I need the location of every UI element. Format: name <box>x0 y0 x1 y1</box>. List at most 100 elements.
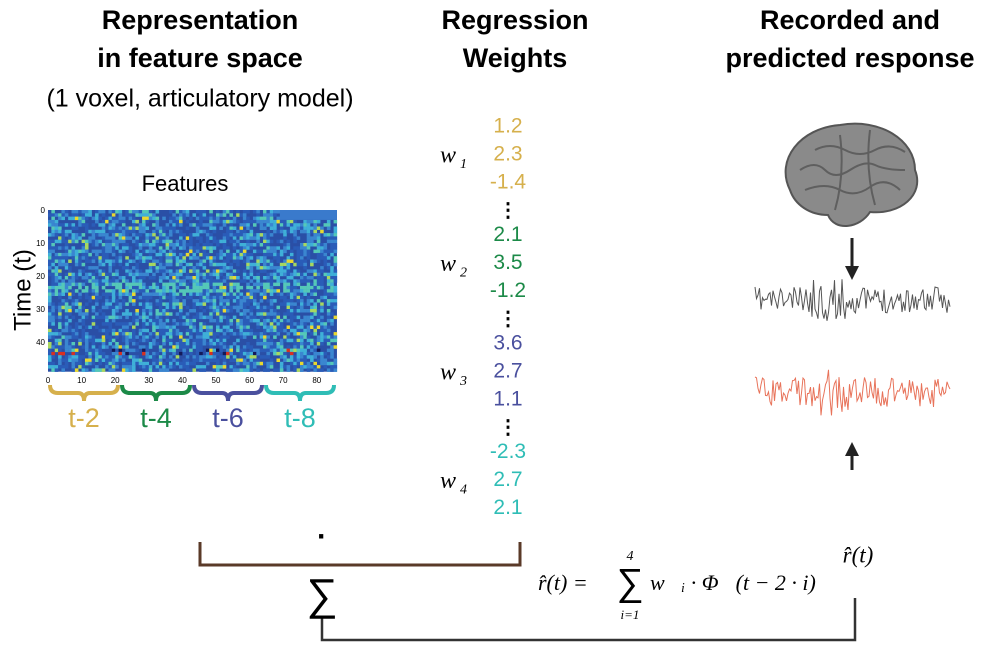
heatmap-cell <box>74 282 79 287</box>
heatmap-cell <box>108 226 113 230</box>
heatmap-cell <box>101 229 106 234</box>
heatmap-cell <box>148 302 153 306</box>
heatmap-cell <box>155 302 160 306</box>
heatmap-cell <box>145 289 149 293</box>
heatmap-cell <box>142 210 146 214</box>
heatmap-cell <box>229 213 233 217</box>
heatmap-cell <box>48 246 52 250</box>
heatmap-cell <box>306 328 311 333</box>
heatmap-cell <box>212 365 217 369</box>
heatmap-cell <box>142 332 146 336</box>
heatmap-cell <box>330 272 334 277</box>
x-tick-label: 20 <box>111 376 120 385</box>
heatmap-cell <box>68 345 72 349</box>
heatmap-cell <box>249 243 254 247</box>
heatmap-cell <box>175 269 180 273</box>
heatmap-cell <box>132 219 136 224</box>
heatmap-cell <box>263 269 267 273</box>
heatmap-cell <box>212 295 217 300</box>
heatmap-cell <box>202 216 207 221</box>
heatmap-cell <box>179 345 183 349</box>
heatmap-cell <box>276 239 281 244</box>
heatmap-cell <box>128 269 133 273</box>
heatmap-cell <box>283 262 287 267</box>
heatmap-cell <box>128 226 133 230</box>
heatmap-cell <box>61 345 65 349</box>
heatmap-cell <box>256 210 260 214</box>
heatmap-cell <box>212 216 217 221</box>
heatmap-cell <box>118 259 123 263</box>
heatmap-cell <box>239 226 244 230</box>
heatmap-cell <box>313 355 317 359</box>
heatmap-cell <box>320 358 324 362</box>
heatmap-cell <box>175 361 180 366</box>
heatmap-cell <box>71 342 76 346</box>
heatmap-cell <box>61 239 65 244</box>
heatmap-cell <box>296 279 301 283</box>
heatmap-cell <box>286 259 291 263</box>
heatmap-cell <box>142 295 146 300</box>
heatmap-cell <box>279 361 284 366</box>
heatmap-cell <box>105 279 109 283</box>
heatmap-cell <box>95 266 99 270</box>
heatmap-cell <box>81 246 86 250</box>
heatmap-cell <box>212 299 217 303</box>
heatmap-cell <box>320 322 324 326</box>
heatmap-cell <box>61 210 65 214</box>
heatmap-cell <box>256 325 260 329</box>
heatmap-cell <box>239 299 244 303</box>
heatmap-cell <box>118 249 123 254</box>
heatmap-cell <box>155 219 160 224</box>
heatmap-cell <box>202 292 207 296</box>
heatmap-cell <box>296 269 301 273</box>
heatmap-cell <box>101 315 106 320</box>
heatmap-cell <box>306 368 311 372</box>
heatmap-cell <box>333 338 338 343</box>
heatmap-cell <box>320 282 324 287</box>
heatmap-cell <box>158 246 163 250</box>
heatmap-cell <box>252 358 257 362</box>
heatmap-cell <box>179 262 183 267</box>
heatmap-cell <box>212 226 217 230</box>
heatmap-cell <box>179 266 183 270</box>
heatmap-cell <box>289 295 294 300</box>
heatmap-cell <box>172 249 176 254</box>
heatmap-cell <box>81 335 86 339</box>
heatmap-cell <box>229 345 233 349</box>
heatmap-cell <box>333 302 338 306</box>
heatmap-cell <box>105 216 109 221</box>
heatmap-cell <box>306 279 311 283</box>
heatmap-cell <box>300 246 304 250</box>
heatmap-cell <box>185 345 190 349</box>
heatmap-cell <box>202 262 207 267</box>
heatmap-cell <box>283 236 287 240</box>
heatmap-cell <box>158 318 163 323</box>
heatmap-cell <box>182 239 186 244</box>
heatmap-cell <box>61 368 65 372</box>
heatmap-cell <box>202 213 207 217</box>
heatmap-cell <box>168 332 173 336</box>
heatmap-cell <box>209 210 213 214</box>
heatmap-cell <box>273 345 277 349</box>
column-subtitle: (1 voxel, articulatory model) <box>46 85 353 113</box>
arrow-head <box>845 266 859 280</box>
heatmap-cell <box>175 239 180 244</box>
heatmap-cell <box>58 223 62 227</box>
heatmap-cell <box>276 351 281 356</box>
heatmap-cell <box>54 368 59 372</box>
heatmap-cell <box>273 299 277 303</box>
heatmap-cell <box>256 249 260 254</box>
heatmap-cell <box>179 210 183 214</box>
weight-symbol: w⃗ <box>440 251 475 277</box>
heatmap-cell <box>54 332 59 336</box>
heatmap-cell <box>145 210 149 214</box>
heatmap-cell <box>252 289 257 293</box>
heatmap-cell <box>155 342 160 346</box>
heatmap-cell <box>162 335 166 339</box>
heatmap-cell <box>256 266 260 270</box>
heatmap-cell <box>132 355 136 359</box>
heatmap-cell <box>279 355 284 359</box>
heatmap-cell <box>152 351 156 356</box>
heatmap-cell <box>105 252 109 257</box>
heatmap-cell <box>51 233 55 237</box>
